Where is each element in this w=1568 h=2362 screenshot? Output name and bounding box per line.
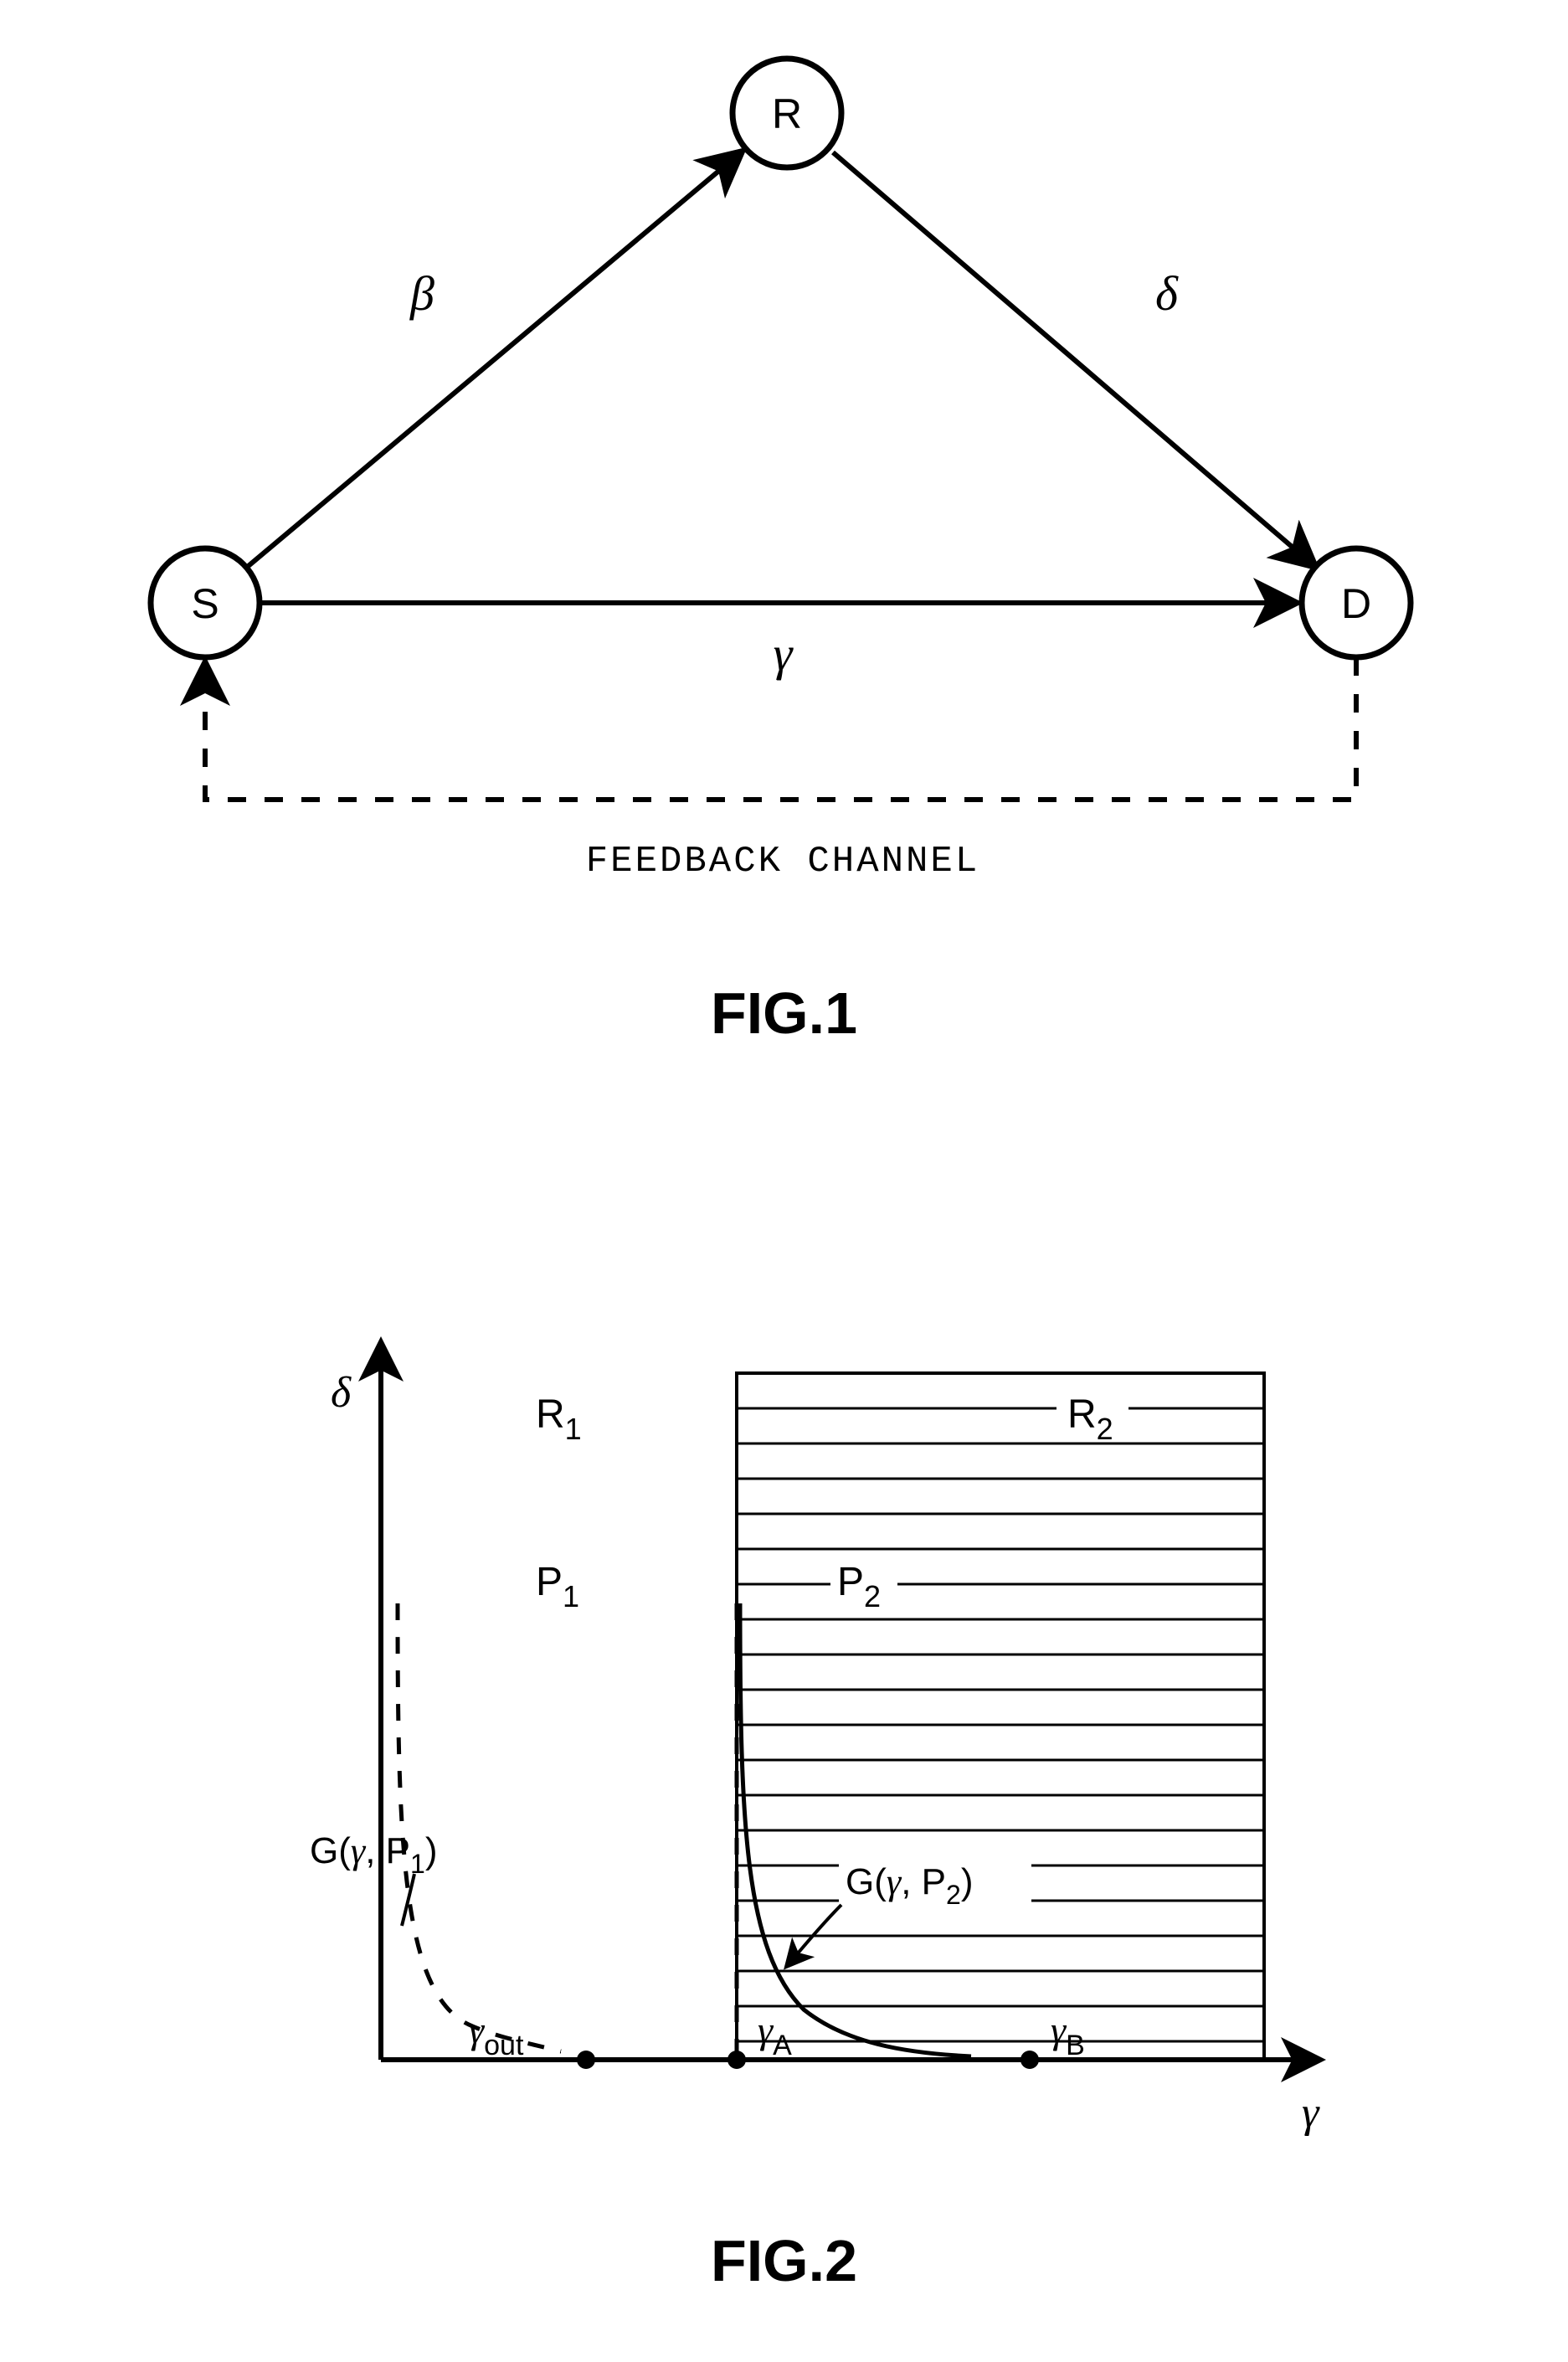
edge-s-r xyxy=(245,152,741,569)
fig2-svg: δ γ R1 R2 P1 P2 G(γ, P1) G(γ, P2) γout γ… xyxy=(0,1298,1568,2261)
tick-gamma-a xyxy=(727,2051,746,2069)
edge-sr-label: β xyxy=(409,266,434,321)
edge-sd-label: γ xyxy=(774,626,794,681)
hatch-lines xyxy=(737,1408,1264,2041)
label-p1: P1 xyxy=(536,1560,579,1613)
x-axis-label: γ xyxy=(1302,2089,1320,2137)
node-s-label: S xyxy=(191,580,218,627)
label-gamma-b: γB xyxy=(1051,2009,1085,2061)
curve-g1 xyxy=(398,1603,561,2051)
label-gamma-out: γout xyxy=(469,2009,524,2061)
y-axis-label: δ xyxy=(331,1369,352,1417)
label-gamma-a: γA xyxy=(758,2009,792,2061)
tick-gamma-out xyxy=(577,2051,595,2069)
node-d-label: D xyxy=(1341,580,1371,627)
edge-rd-label: δ xyxy=(1155,266,1179,321)
label-g1: G(γ, P1) xyxy=(310,1830,437,1879)
edge-r-d xyxy=(833,152,1314,566)
label-r1: R1 xyxy=(536,1392,582,1446)
fig1-svg: S R D β δ γ FEEDBACK CHANNEL xyxy=(0,0,1568,921)
fig1-title: FIG.1 xyxy=(0,980,1568,1047)
page: S R D β δ γ FEEDBACK CHANNEL FIG.1 δ γ R… xyxy=(0,0,1568,2362)
node-r-label: R xyxy=(772,90,802,137)
hatched-region xyxy=(737,1373,1264,2060)
fig2-title: FIG.2 xyxy=(0,2227,1568,2294)
tick-gamma-b xyxy=(1020,2051,1039,2069)
feedback-label: FEEDBACK CHANNEL xyxy=(586,841,979,883)
